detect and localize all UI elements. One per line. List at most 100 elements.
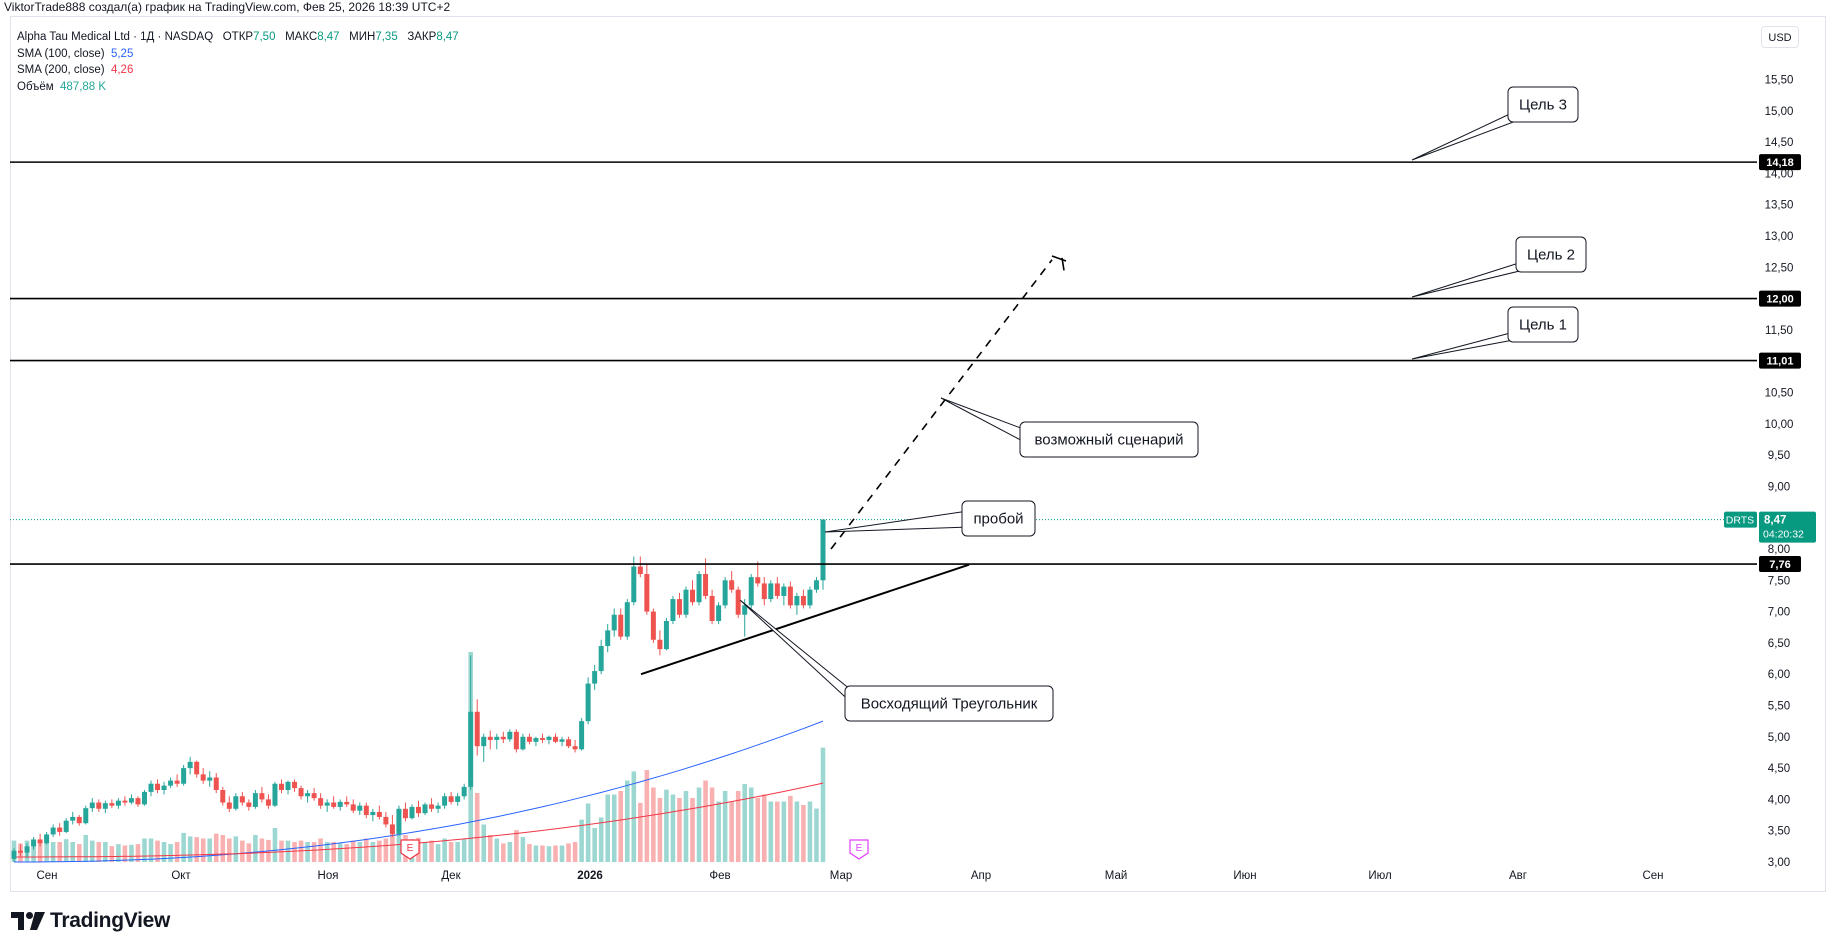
candle-body [455,796,461,802]
candle-body [592,671,598,684]
volume-bar [664,789,669,862]
volume-bar [57,842,62,862]
price-tick-label: 5,00 [1768,732,1790,744]
volume-bar [592,828,597,862]
candle-body [24,846,30,853]
candle-body [265,799,271,806]
currency-selector[interactable]: USD [1761,26,1799,48]
candle-body [468,711,474,787]
candle-body [755,577,761,584]
candle-body [220,790,226,803]
candle-body [650,611,656,640]
candle-body [161,785,167,791]
candle-body [618,614,624,637]
callout-ascending-triangle-tail [739,599,856,707]
volume-bar [429,840,434,862]
volume-bar [155,840,160,862]
candle-body [344,801,350,805]
volume-bar [187,836,193,862]
level-price-label: 7,76 [1769,559,1790,571]
callout-target-3-text: Цель 3 [1519,97,1567,114]
candle-body [331,802,337,807]
candle-body [181,768,187,784]
candle-body [409,806,415,819]
candle-body [494,736,500,740]
volume-bar [364,838,369,862]
volume-bar [598,817,604,862]
candle-body [624,602,630,637]
callout-target-1: Цель 1 [1411,306,1579,360]
candle-body [807,589,813,606]
chart-legend: Alpha Tau Medical Ltd · 1Д · NASDAQ ОТКР… [17,29,459,95]
candle-body [533,738,539,742]
candle-body [135,798,141,805]
candle-body [200,774,206,781]
volume-bar [194,837,199,862]
time-tick-label: Июл [1368,870,1391,882]
candle-body [690,589,696,603]
candle-body [716,605,722,621]
volume-bar [396,822,402,862]
price-tick-label: 7,50 [1768,575,1790,587]
volume-bar [781,801,787,862]
candle-body [50,827,56,835]
volume-bar [775,801,780,862]
candle-body [305,793,311,797]
volume-bar [514,830,519,862]
candle-body [448,796,454,802]
time-tick-label: Ноя [318,870,339,882]
volume-bar [148,838,154,862]
candle-body [207,777,213,781]
callout-target-2-text: Цель 2 [1527,247,1575,264]
callout-scenario: возможный сценарий [940,397,1199,458]
callout-target-2: Цель 2 [1411,236,1587,298]
legend-sma100-label: SMA (100, close) [17,47,105,60]
callout-ascending-triangle-box [844,685,1054,722]
candle-body [422,804,428,814]
candle-body [487,736,493,740]
candle-body [115,800,121,806]
legend-sma100-row[interactable]: SMA (100, close) 5,25 [17,46,459,63]
legend-volume-row[interactable]: Объём 487,88 K [17,79,459,96]
tradingview-logo[interactable]: TradingView [11,908,170,934]
candle-body [474,711,480,747]
volume-bar [690,798,695,862]
price-tick-label: 3,00 [1768,857,1790,869]
candle-body [461,786,467,797]
volume-bar [337,843,343,862]
candle-body [89,802,95,809]
volume-bar [122,845,128,862]
volume-bar [618,791,624,862]
price-tick-label: 15,00 [1765,106,1794,118]
legend-sma200-row[interactable]: SMA (200, close) 4,26 [17,62,459,79]
price-tick-label: 6,00 [1768,669,1790,681]
callout-ascending-triangle: Восходящий Треугольник [739,599,1054,722]
volume-bar [638,802,643,862]
legend-symbol[interactable]: Alpha Tau Medical Ltd · 1Д · NASDAQ [17,31,214,43]
candle-body [637,566,643,575]
volume-bar [742,784,747,862]
callout-target-2-box [1515,236,1587,273]
candle-body [285,781,291,791]
volume-bar [70,842,76,862]
candle-body [31,839,37,847]
level-price-badge [1759,154,1801,171]
candle-body [337,801,343,807]
volume-bar [311,842,317,862]
candle-body [526,736,532,742]
price-tick-label: 10,00 [1765,419,1794,431]
volume-bar [553,845,558,862]
tradingview-logo-icon [11,912,45,930]
callout-breakout: пробой [824,500,1036,537]
candle-body [781,586,787,596]
level-price-label: 14,18 [1766,157,1794,169]
candle-body [168,780,174,786]
volume-bar [761,794,767,862]
volume-bar [233,836,239,862]
volume-bar [135,844,141,862]
volume-bar [677,798,682,862]
volume-bar [748,787,754,862]
volume-bar [200,838,206,862]
candle-body [598,646,604,672]
